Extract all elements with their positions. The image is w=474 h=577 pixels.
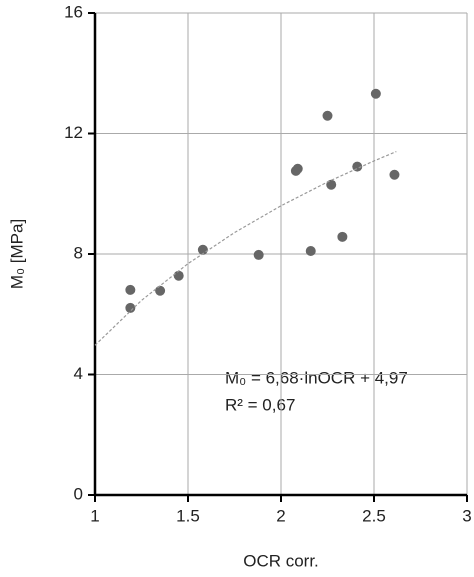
y-tick-label: 16 <box>64 2 83 21</box>
data-point <box>326 179 337 190</box>
y-tick-label: 0 <box>74 484 83 503</box>
annotation: R² = 0,67 <box>225 395 295 414</box>
data-point <box>389 169 400 180</box>
data-point <box>337 231 348 242</box>
data-point <box>305 245 316 256</box>
data-point <box>370 88 381 99</box>
data-point <box>253 249 264 260</box>
data-point <box>197 244 208 255</box>
x-tick-label: 2 <box>276 506 285 525</box>
y-axis-label: M₀ [MPa] <box>7 219 26 289</box>
trend-line <box>94 151 397 346</box>
data-point <box>322 110 333 121</box>
x-tick-label: 2.5 <box>362 506 386 525</box>
data-point <box>292 163 303 174</box>
y-tick-label: 4 <box>74 364 83 383</box>
data-point <box>173 270 184 281</box>
x-axis-label: OCR corr. <box>243 551 319 570</box>
x-tick-label: 1 <box>90 506 99 525</box>
data-point <box>125 284 136 295</box>
x-tick-label: 3 <box>462 506 471 525</box>
y-tick-label: 8 <box>74 243 83 262</box>
y-tick-label: 12 <box>64 123 83 142</box>
data-point <box>155 285 166 296</box>
annotation: M₀ = 6,68·lnOCR + 4,97 <box>225 368 408 387</box>
x-tick-label: 1.5 <box>176 506 200 525</box>
data-point <box>125 302 136 313</box>
